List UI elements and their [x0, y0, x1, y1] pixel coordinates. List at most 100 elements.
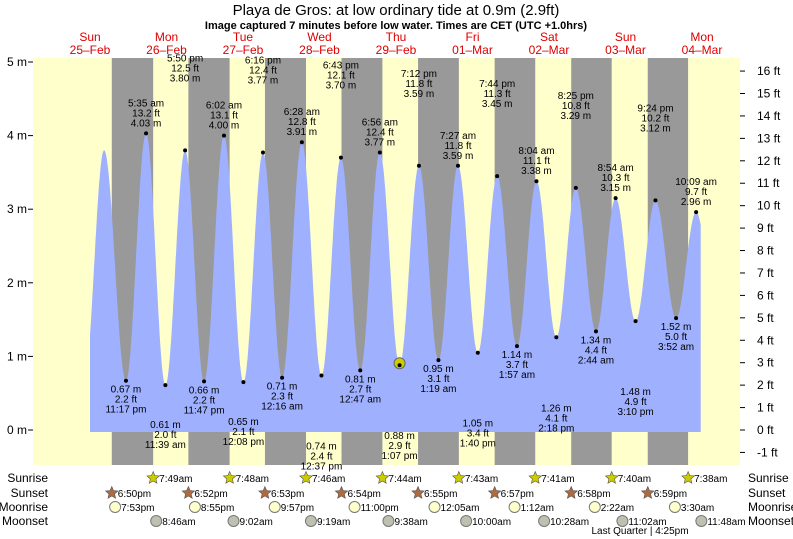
- moonset-time: 9:38am: [394, 517, 427, 528]
- day-name: Wed: [307, 30, 331, 44]
- extreme-point: [436, 358, 441, 363]
- moonrise-icon: [588, 501, 601, 513]
- extreme-label: 12:08 pm: [223, 437, 265, 448]
- extreme-label: 1:19 am: [420, 384, 456, 395]
- extreme-label: 1.48 m: [620, 387, 651, 398]
- extreme-label: 9:24 pm: [637, 103, 673, 114]
- sunrise-icon: [528, 470, 543, 484]
- day-name: Sat: [540, 30, 559, 44]
- extreme-label: 1.05 m: [463, 419, 494, 430]
- sunset-icon: [258, 485, 272, 499]
- extreme-label: 4.9 ft: [624, 397, 646, 408]
- moonset-time: 9:02am: [240, 517, 273, 528]
- moonset-time: 10:28am: [550, 517, 589, 528]
- sunrise-time: 7:41am: [541, 474, 574, 485]
- extreme-point: [674, 316, 679, 321]
- day-date: 01–Mar: [452, 43, 493, 57]
- sunset-time: 6:53pm: [271, 489, 304, 500]
- extreme-point: [495, 174, 500, 179]
- sunrise-icon: [604, 470, 619, 484]
- moonset-icon: [616, 515, 629, 527]
- left-tick-label: 5 m: [7, 55, 27, 69]
- extreme-label: 9.7 ft: [685, 187, 707, 198]
- extreme-label: 5.0 ft: [665, 332, 687, 343]
- moonset-row-label-right: Moonset: [748, 514, 793, 528]
- extreme-label: 6:56 am: [362, 118, 398, 129]
- extreme-point: [123, 378, 128, 383]
- extreme-label: 13.2 ft: [132, 108, 160, 119]
- extreme-label: 3.4 ft: [467, 429, 489, 440]
- moon-phase-label: Last Quarter | 4:25pm: [591, 526, 688, 537]
- extreme-label: 7:12 pm: [401, 69, 437, 80]
- extreme-label: 0.95 m: [423, 364, 454, 375]
- left-tick-label: 2 m: [7, 276, 27, 290]
- extreme-label: 11.8 ft: [405, 79, 432, 90]
- extreme-label: 10.2 ft: [642, 113, 670, 124]
- extreme-point: [260, 150, 265, 155]
- extreme-label: 12.1 ft: [327, 71, 355, 82]
- extreme-point: [377, 150, 382, 155]
- sunrise-icon: [375, 470, 390, 484]
- left-tick-label: 3 m: [7, 202, 27, 216]
- extreme-point: [475, 350, 480, 355]
- extreme-label: 0.71 m: [267, 382, 298, 393]
- extreme-label: 1:57 am: [499, 370, 535, 381]
- sunset-row-label-left: Sunset: [11, 486, 49, 500]
- day-name: Thu: [386, 30, 407, 44]
- extreme-label: 0.74 m: [306, 442, 337, 453]
- extreme-label: 2.96 m: [681, 197, 712, 208]
- day-name: Mon: [155, 30, 178, 44]
- extreme-label: 1.14 m: [502, 350, 533, 361]
- extreme-point: [241, 380, 246, 385]
- extreme-point: [455, 163, 460, 168]
- extreme-label: 12:16 am: [261, 402, 303, 413]
- moonrise-time: 12:05am: [441, 503, 480, 514]
- moonrise-icon: [428, 501, 441, 513]
- extreme-label: 11:17 pm: [105, 405, 146, 416]
- moonrise-icon: [348, 501, 361, 513]
- moonset-icon: [304, 515, 317, 527]
- sunrise-time: 7:46am: [312, 474, 345, 485]
- extreme-label: 1:40 pm: [460, 439, 496, 450]
- right-tick-label: 2 ft: [757, 378, 774, 392]
- extreme-label: 8:54 am: [598, 163, 634, 174]
- moonrise-row-label-right: Moonrise: [748, 500, 793, 514]
- extreme-label: 4.00 m: [209, 121, 240, 132]
- moonrise-time: 11:00pm: [361, 503, 399, 514]
- moonset-icon: [382, 515, 395, 527]
- moonset-icon: [227, 515, 240, 527]
- extreme-point: [514, 344, 519, 349]
- extreme-label: 4.1 ft: [545, 413, 567, 424]
- moonset-row-label-left: Moonset: [2, 514, 49, 528]
- extreme-label: 0.67 m: [111, 385, 142, 396]
- extreme-point: [280, 375, 285, 380]
- sunset-time: 6:58pm: [577, 489, 610, 500]
- sunrise-time: 7:38am: [694, 474, 727, 485]
- extreme-label: 11.3 ft: [484, 89, 511, 100]
- moonrise-time: 1:12am: [521, 503, 554, 514]
- moonset-time: 8:46am: [162, 517, 195, 528]
- right-tick-label: 4 ft: [757, 333, 774, 347]
- sunrise-icon: [451, 470, 466, 484]
- moonset-time: 11:02am: [628, 517, 666, 528]
- extreme-label: 12.8 ft: [288, 117, 316, 128]
- day-date: 27–Feb: [223, 43, 264, 57]
- sunrise-time: 7:48am: [236, 474, 269, 485]
- extreme-label: 13.1 ft: [210, 111, 238, 122]
- right-tick-label: 7 ft: [757, 266, 774, 280]
- day-name: Fri: [466, 30, 480, 44]
- extreme-point: [319, 373, 324, 378]
- extreme-label: 4.4 ft: [585, 345, 607, 356]
- sunrise-icon: [681, 470, 696, 484]
- day-name: Sun: [615, 30, 636, 44]
- extreme-label: 3.29 m: [561, 111, 592, 122]
- extreme-label: 3.77 m: [248, 76, 279, 87]
- day-date: 26–Feb: [146, 43, 187, 57]
- right-tick-label: 10 ft: [757, 199, 781, 213]
- moonrise-icon: [109, 501, 122, 513]
- extreme-label: 3.80 m: [170, 73, 201, 84]
- right-tick-label: 1 ft: [757, 401, 774, 415]
- right-tick-label: 3 ft: [757, 356, 774, 370]
- extreme-point: [338, 155, 343, 160]
